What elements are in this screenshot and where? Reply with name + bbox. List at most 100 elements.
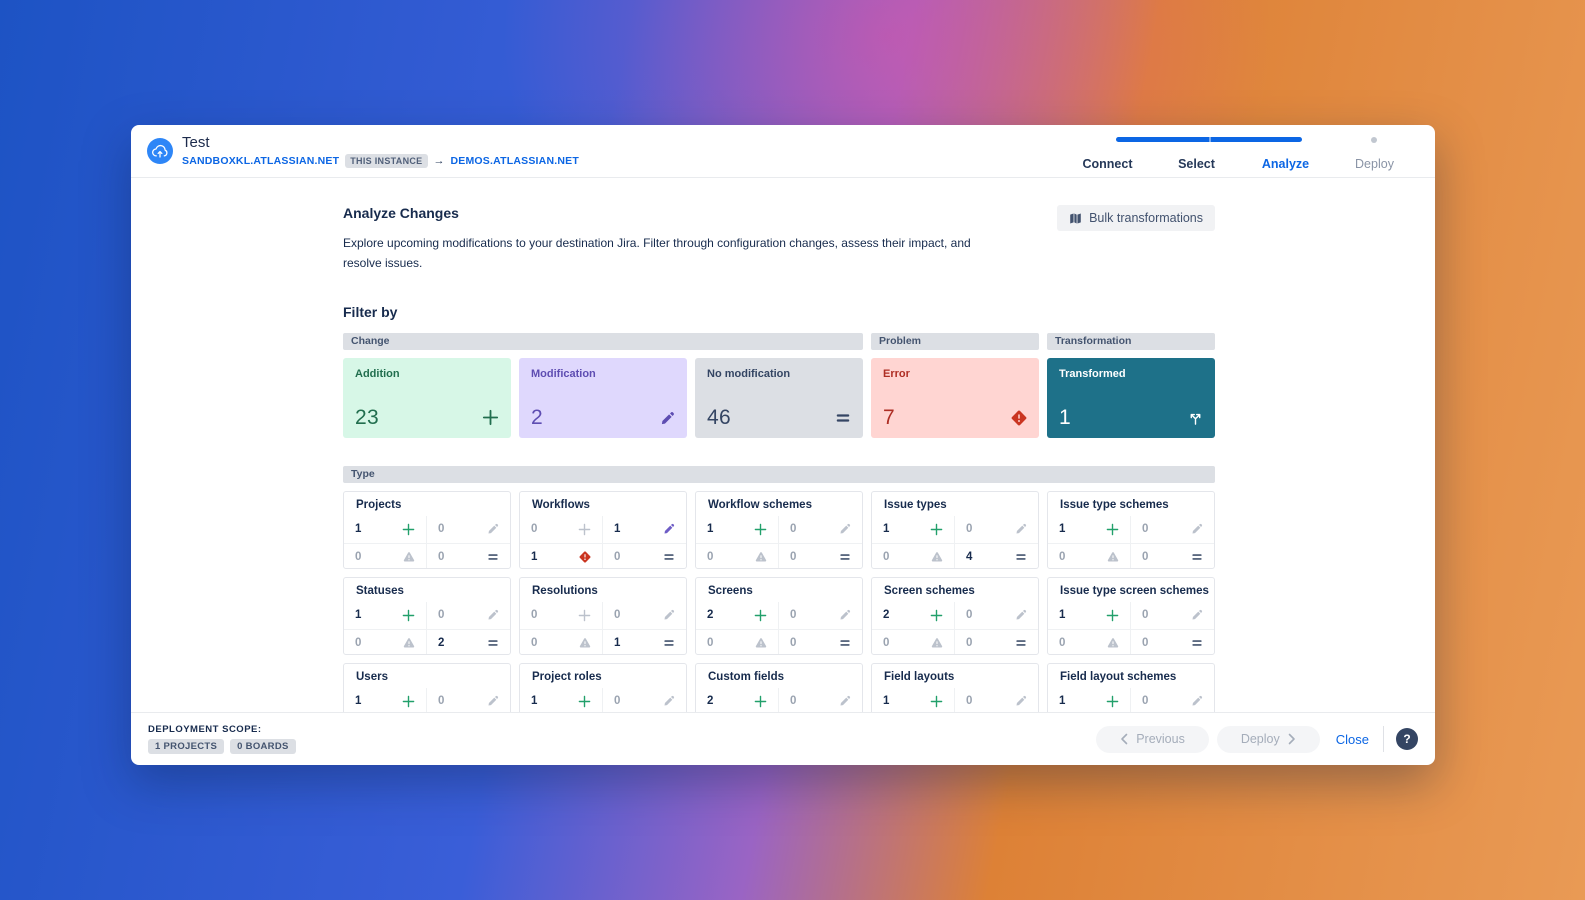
help-icon[interactable]: ? — [1396, 728, 1418, 750]
type-stat-no-modification[interactable]: 0 — [1131, 542, 1214, 568]
type-stat-modification[interactable]: 1 — [603, 516, 686, 543]
modification-count: 0 — [790, 695, 797, 708]
close-button[interactable]: Close — [1335, 731, 1369, 747]
plus-icon — [754, 609, 767, 622]
pencil-icon — [663, 609, 675, 621]
type-card-title: Statuses — [356, 584, 404, 597]
type-stat-modification[interactable]: 0 — [427, 688, 510, 712]
page-description: Explore upcoming modifications to your d… — [343, 236, 971, 270]
step-deploy[interactable]: Deploy — [1355, 156, 1394, 171]
pencil-icon — [660, 411, 675, 426]
type-stat-error[interactable]: 0 — [872, 628, 955, 654]
error-diamond-icon — [1011, 410, 1027, 426]
type-stat-no-modification[interactable]: 1 — [603, 628, 686, 654]
type-card-title: Issue type screen schemes — [1060, 584, 1209, 597]
type-stat-error[interactable]: 0 — [1048, 628, 1131, 654]
type-stat-error[interactable]: 0 — [520, 628, 603, 654]
previous-button[interactable]: Previous — [1096, 725, 1209, 753]
type-stat-error[interactable]: 1 — [520, 542, 603, 568]
type-stat-modification[interactable]: 0 — [603, 602, 686, 629]
type-stat-error[interactable]: 0 — [696, 628, 779, 654]
type-stat-addition[interactable]: 1 — [344, 601, 427, 629]
type-stat-modification[interactable]: 0 — [1131, 602, 1214, 629]
plus-icon — [754, 523, 767, 536]
type-stat-addition[interactable]: 0 — [520, 515, 603, 543]
type-stat-modification[interactable]: 0 — [779, 688, 862, 712]
type-stat-modification[interactable]: 0 — [955, 602, 1038, 629]
type-stat-modification[interactable]: 0 — [1131, 688, 1214, 712]
type-stat-no-modification[interactable]: 0 — [603, 542, 686, 568]
addition-count: 1 — [883, 695, 890, 708]
type-stat-modification[interactable]: 0 — [427, 602, 510, 629]
type-stat-no-modification[interactable]: 0 — [427, 542, 510, 568]
plus-icon — [930, 609, 943, 622]
type-stat-modification[interactable]: 0 — [1131, 516, 1214, 543]
filter-card-error[interactable]: Error 7 — [871, 357, 1039, 438]
type-stat-addition[interactable]: 2 — [696, 687, 779, 712]
pencil-icon — [1015, 523, 1027, 535]
step-analyze[interactable]: Analyze — [1261, 156, 1310, 171]
addition-count: 1 — [355, 695, 362, 708]
map-icon — [1069, 212, 1082, 225]
pencil-icon — [487, 695, 499, 707]
type-stat-error[interactable]: 0 — [1048, 542, 1131, 568]
type-stat-addition[interactable]: 2 — [872, 601, 955, 629]
type-stat-addition[interactable]: 1 — [1048, 687, 1131, 712]
type-stat-error[interactable]: 0 — [344, 542, 427, 568]
equals-icon — [663, 551, 675, 563]
type-stat-modification[interactable]: 0 — [955, 688, 1038, 712]
type-card-title: Issue type schemes — [1060, 498, 1169, 511]
type-card-title: Screen schemes — [884, 584, 975, 597]
type-stat-addition[interactable]: 2 — [696, 601, 779, 629]
deploy-button[interactable]: Deploy — [1216, 725, 1320, 753]
type-stat-modification[interactable]: 0 — [427, 516, 510, 543]
filter-card-modification[interactable]: Modification 2 — [519, 357, 687, 438]
type-stat-no-modification[interactable]: 0 — [1131, 628, 1214, 654]
type-stat-no-modification[interactable]: 0 — [779, 542, 862, 568]
filter-card-transformed[interactable]: Transformed 1 — [1047, 357, 1215, 438]
filter-card-addition[interactable]: Addition 23 — [343, 357, 511, 438]
type-stat-addition[interactable]: 1 — [344, 515, 427, 543]
type-stat-addition[interactable]: 0 — [520, 601, 603, 629]
step-connect[interactable]: Connect — [1082, 156, 1133, 171]
type-card: Users 1 0 0 — [343, 662, 511, 712]
type-stat-addition[interactable]: 1 — [1048, 515, 1131, 543]
no-modification-count: 0 — [790, 636, 797, 649]
type-stat-error[interactable]: 0 — [696, 542, 779, 568]
type-stat-no-modification[interactable]: 2 — [427, 628, 510, 654]
pencil-icon — [663, 523, 675, 535]
filter-card-count: 46 — [707, 405, 731, 429]
type-stat-modification[interactable]: 0 — [779, 602, 862, 629]
type-stat-error[interactable]: 0 — [872, 542, 955, 568]
type-stat-addition[interactable]: 1 — [696, 515, 779, 543]
type-stat-no-modification[interactable]: 0 — [955, 628, 1038, 654]
bulk-transformations-button[interactable]: Bulk transformations — [1057, 205, 1215, 231]
previous-label: Previous — [1136, 732, 1185, 746]
no-modification-count: 0 — [790, 550, 797, 563]
type-stat-modification[interactable]: 0 — [779, 516, 862, 543]
group-header-problem: Problem — [871, 332, 1039, 350]
type-stat-addition[interactable]: 1 — [872, 515, 955, 543]
type-stat-addition[interactable]: 1 — [872, 687, 955, 712]
progress-dot — [1371, 136, 1377, 143]
type-stat-modification[interactable]: 0 — [603, 688, 686, 712]
type-stat-no-modification[interactable]: 0 — [779, 628, 862, 654]
warning-triangle-icon — [755, 637, 767, 649]
cloud-migration-icon — [147, 138, 173, 164]
source-instance-link[interactable]: SANDBOXKL.ATLASSIAN.NET — [182, 155, 340, 167]
filter-cards-row: Addition 23 Modification 2 No modificati… — [343, 357, 1215, 438]
filter-card-label: Transformed — [1059, 367, 1126, 380]
error-icon — [403, 551, 415, 563]
step-select[interactable]: Select — [1178, 156, 1215, 171]
type-stat-addition[interactable]: 1 — [344, 687, 427, 712]
destination-instance-link[interactable]: DEMOS.ATLASSIAN.NET — [450, 155, 579, 167]
deployment-scope-label: DEPLOYMENT SCOPE: — [148, 724, 262, 735]
type-stat-no-modification[interactable]: 4 — [955, 542, 1038, 568]
type-stat-error[interactable]: 0 — [344, 628, 427, 654]
filter-card-no-modification[interactable]: No modification 46 — [695, 357, 863, 438]
type-card-title: Users — [356, 670, 388, 683]
type-card: Project roles 1 0 0 — [519, 662, 687, 712]
type-stat-modification[interactable]: 0 — [955, 516, 1038, 543]
type-stat-addition[interactable]: 1 — [520, 687, 603, 712]
type-stat-addition[interactable]: 1 — [1048, 601, 1131, 629]
